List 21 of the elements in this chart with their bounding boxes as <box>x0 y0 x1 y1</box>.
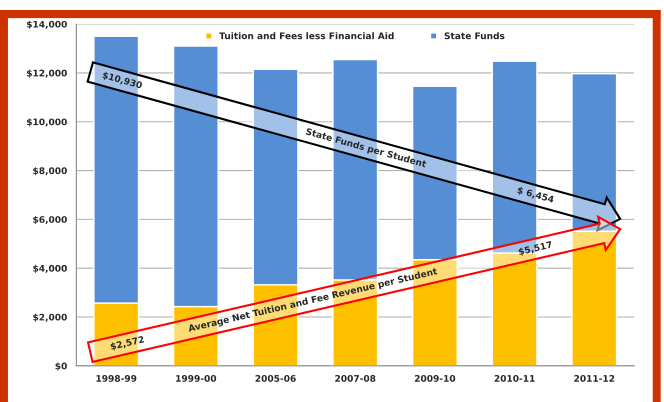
y-tick-label: $14,000 <box>26 20 67 29</box>
y-tick-label: $0 <box>55 362 67 371</box>
legend-label: Tuition and Fees less Financial Aid <box>219 32 394 40</box>
y-tick-label: $2,000 <box>33 314 67 322</box>
y-tick-label: $4,000 <box>33 264 67 273</box>
x-tick-label: 1999-00 <box>176 375 216 382</box>
y-tick-label: $8,000 <box>33 167 67 176</box>
annotation: $ 6,454 <box>516 186 554 204</box>
x-tick-label: 2009-10 <box>414 375 456 382</box>
x-tick-label: 2005-06 <box>256 375 296 382</box>
annotation: $2,572 <box>110 336 144 352</box>
annotation: Average Net Tuition and Fee Revenue per Student <box>188 267 438 334</box>
x-tick-label: 2010-11 <box>494 375 535 382</box>
y-tick-label: $10,000 <box>26 118 67 127</box>
annotation: $5,517 <box>518 240 553 256</box>
x-tick-label: 1998-99 <box>96 375 136 382</box>
legend-label: State Funds <box>444 32 504 40</box>
x-tick-label: 2007-08 <box>335 375 376 382</box>
y-tick-label: $6,000 <box>33 216 67 224</box>
y-tick-label: $12,000 <box>26 70 67 78</box>
x-tick-label: 2011-12 <box>574 375 614 382</box>
